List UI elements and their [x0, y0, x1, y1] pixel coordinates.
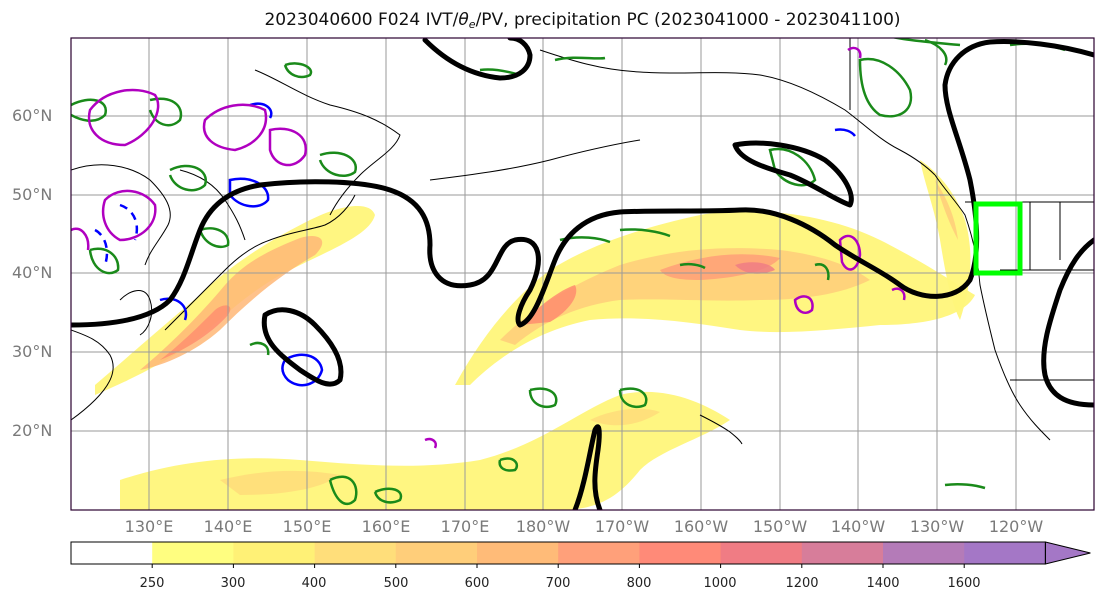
colorbar-segment	[152, 542, 234, 564]
map-frame	[70, 37, 1095, 511]
colorbar-tick-500: 500	[383, 576, 409, 591]
colorbar-segment	[395, 542, 478, 564]
colorbar-tick-700: 700	[545, 576, 571, 591]
pv-east-trough	[1041, 237, 1094, 408]
lat-label-60n: 60°N	[12, 106, 53, 125]
colorbar-tick-250: 250	[139, 576, 165, 591]
coast-north-america	[934, 174, 1051, 441]
lon-label-160e: 160°E	[361, 517, 411, 536]
colorbar-tick-1200: 1200	[785, 576, 819, 591]
coast-china	[71, 329, 114, 421]
lon-label-140e: 140°E	[203, 517, 253, 536]
coast-hawaii	[699, 414, 743, 445]
colorbar-tick-600: 600	[464, 576, 490, 591]
colorbar-tick-1400: 1400	[866, 576, 900, 591]
ivt-plume-coast	[920, 160, 971, 320]
map-title: 2023040600 F024 IVT/θe/PV, precipitation…	[264, 10, 901, 31]
colorbar-tick-300: 300	[220, 576, 246, 591]
colorbar-segment	[883, 542, 965, 564]
colorbar-segment	[801, 542, 884, 564]
colorbar-tick-1000: 1000	[703, 576, 737, 591]
pv-tropical-trough	[572, 424, 603, 510]
colorbar-segment	[558, 542, 640, 564]
coast-japan	[164, 194, 356, 331]
lon-label-120w: 120°W	[988, 517, 1044, 536]
map-panel	[71, 38, 1094, 510]
lon-label-130w: 130°W	[909, 517, 965, 536]
lat-label-50n: 50°N	[12, 185, 53, 204]
coast-korea	[119, 290, 153, 336]
colorbar-tick-800: 800	[626, 576, 652, 591]
lat-label-30n: 30°N	[12, 342, 53, 361]
colorbar-segment	[71, 542, 153, 564]
coastlines	[71, 38, 1094, 445]
lon-label-150e: 150°E	[282, 517, 332, 536]
colorbar-segment	[964, 542, 1046, 564]
coast-asia-north	[71, 164, 171, 266]
ivt-core-central-pacific	[500, 248, 870, 345]
ivt-core-west-pacific	[140, 235, 323, 370]
theta-e-contours-negative	[94, 102, 856, 387]
lat-label-40n: 40°N	[12, 263, 53, 282]
colorbar	[70, 541, 1091, 568]
pv-2-contour	[71, 38, 1094, 510]
colorbar-segment	[720, 542, 803, 564]
pv-closed-low-west	[261, 307, 344, 387]
lon-label-130e: 130°E	[124, 517, 174, 536]
colorbar-extend-arrow	[1044, 541, 1091, 565]
colorbar-segment	[477, 542, 559, 564]
lon-label-160w: 160°W	[673, 517, 729, 536]
lon-label-140w: 140°W	[830, 517, 886, 536]
lon-label-170e: 170°E	[440, 517, 490, 536]
pv-main-contour	[71, 39, 1094, 328]
lon-label-180w: 180°W	[515, 517, 571, 536]
colorbar-tick-400: 400	[301, 576, 327, 591]
colorbar-tick-1600: 1600	[947, 576, 981, 591]
coast-alaska	[539, 49, 936, 176]
graticule	[71, 38, 1094, 510]
lon-label-150w: 150°W	[752, 517, 808, 536]
lat-label-20n: 20°N	[12, 421, 53, 440]
colorbar-segment	[314, 542, 397, 564]
lon-label-170w: 170°W	[594, 517, 650, 536]
colorbar-segment	[233, 542, 316, 564]
coast-aleutians	[429, 139, 641, 181]
target-region-box	[973, 201, 1023, 276]
pv-north-arc	[422, 38, 533, 81]
pv-closed-high-east	[732, 140, 854, 208]
pv-contours	[71, 46, 906, 449]
colorbar-segment	[639, 542, 722, 564]
